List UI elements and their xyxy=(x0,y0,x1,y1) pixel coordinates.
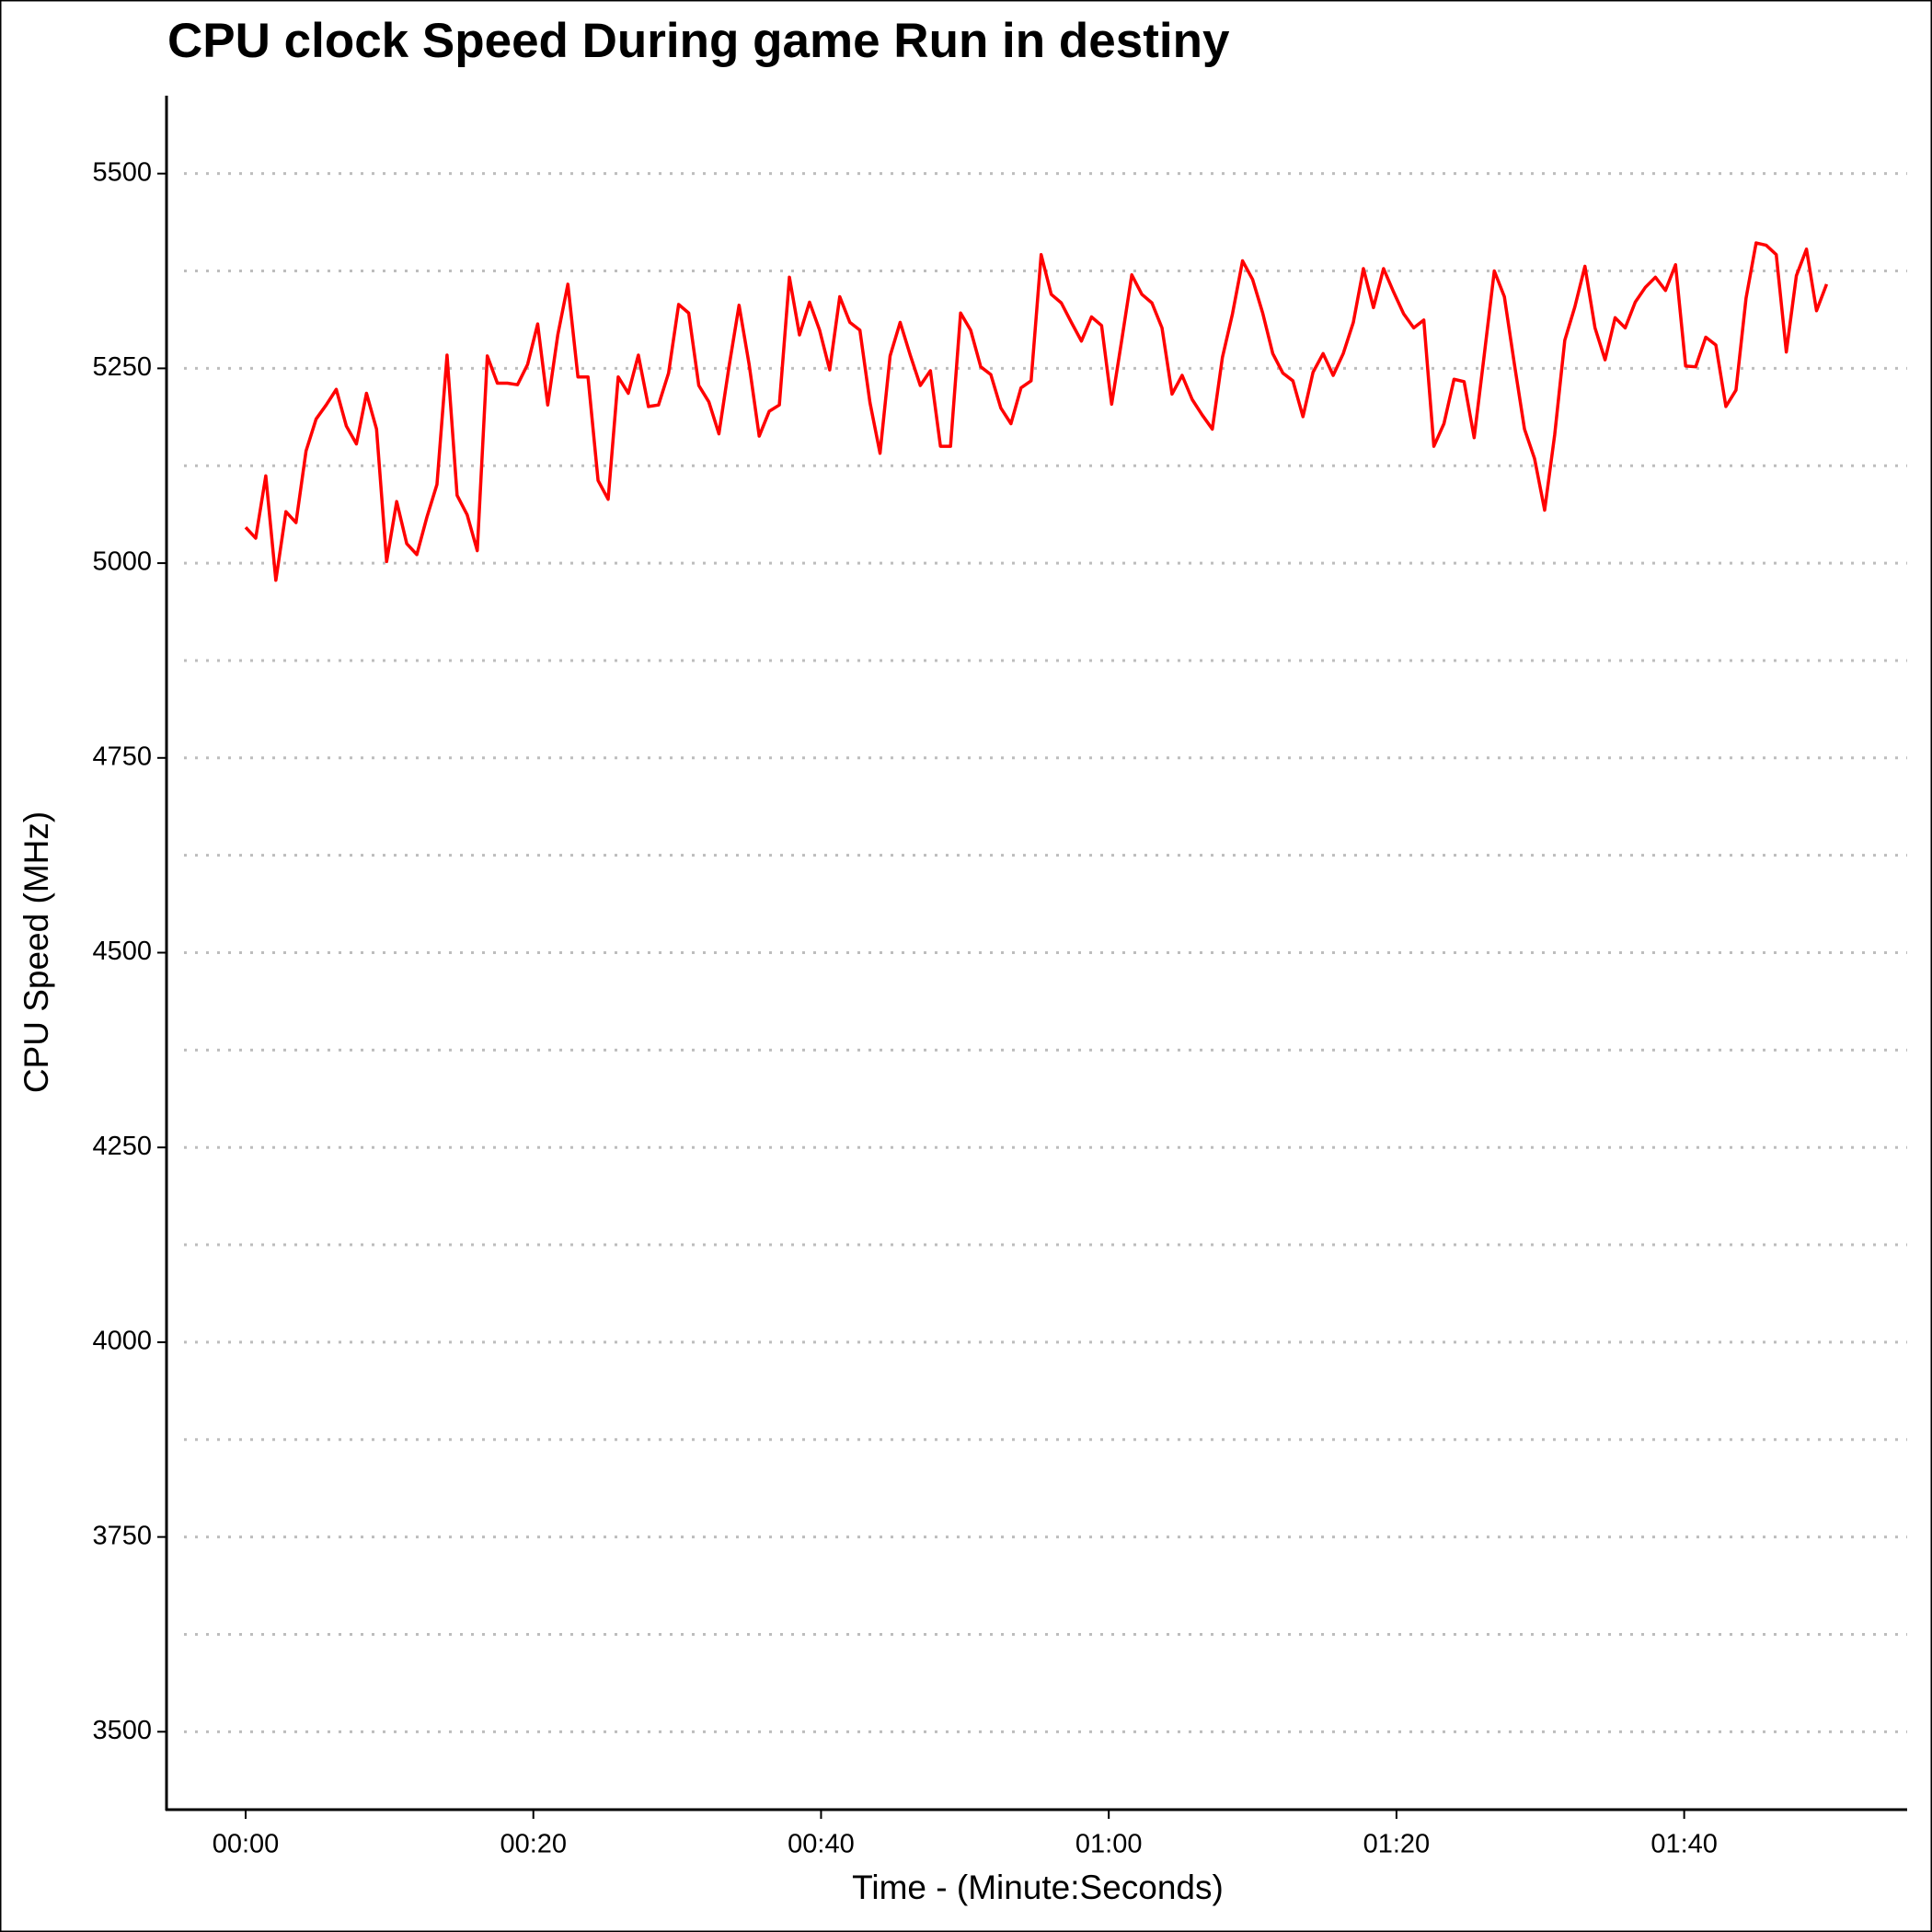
x-axis-title: Time - (Minute:Seconds) xyxy=(852,1869,1224,1906)
x-tick-label: 00:00 xyxy=(213,1830,280,1859)
y-tick-label: 5000 xyxy=(92,547,152,577)
y-tick-label: 3750 xyxy=(92,1521,152,1550)
chart-title: CPU clock Speed During game Run in desti… xyxy=(167,14,1230,68)
x-tick-label: 00:40 xyxy=(788,1830,855,1859)
x-tick-label: 00:20 xyxy=(500,1830,567,1859)
y-tick-label: 4750 xyxy=(92,742,152,771)
y-tick-label: 4250 xyxy=(92,1132,152,1161)
y-tick-label: 3500 xyxy=(92,1716,152,1745)
y-tick-label: 5500 xyxy=(92,157,152,187)
data-line xyxy=(244,241,1829,582)
y-axis-title: CPU Speed (MHz) xyxy=(17,811,55,1093)
y-tick-label: 4500 xyxy=(92,937,152,966)
y-tick-label: 5250 xyxy=(92,352,152,382)
x-tick-label: 01:00 xyxy=(1075,1830,1143,1859)
x-tick-label: 01:20 xyxy=(1363,1830,1431,1859)
x-tick-label: 01:40 xyxy=(1650,1830,1718,1859)
y-tick-label: 4000 xyxy=(92,1327,152,1356)
